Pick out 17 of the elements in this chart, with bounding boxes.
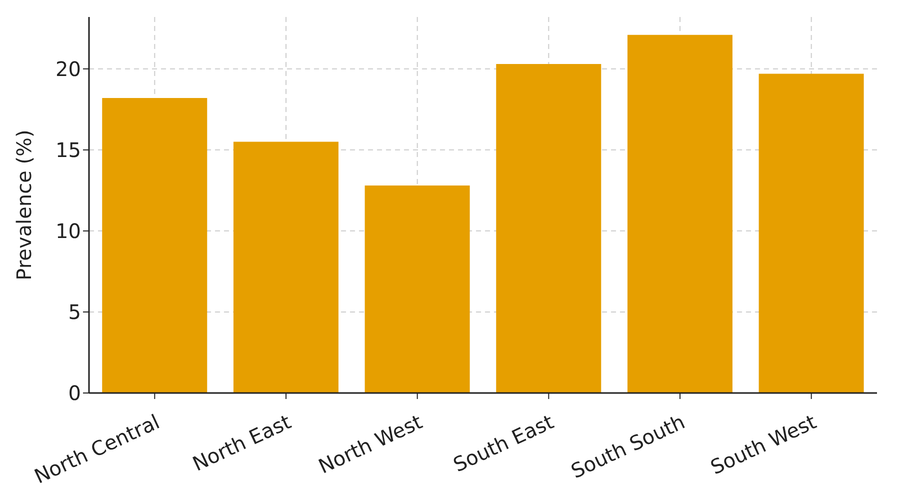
x-tick-label: North East: [188, 409, 295, 476]
y-tick-label: 20: [56, 56, 81, 81]
y-tick-label: 15: [56, 138, 81, 162]
x-tick-label: North West: [314, 409, 426, 478]
x-tick-label: South South: [567, 410, 689, 484]
bar: [496, 64, 602, 393]
x-tick-label: South East: [450, 409, 558, 477]
x-tick-label: South West: [706, 409, 820, 480]
y-tick-label: 10: [56, 219, 81, 244]
bar: [364, 186, 470, 393]
y-axis-title: Prevalence (%): [12, 130, 36, 280]
bar: [233, 142, 338, 393]
y-tick-label: 5: [68, 300, 81, 324]
y-tick-label: 0: [68, 381, 81, 406]
bar: [758, 74, 864, 393]
bar: [102, 98, 208, 393]
bar: [627, 34, 732, 393]
